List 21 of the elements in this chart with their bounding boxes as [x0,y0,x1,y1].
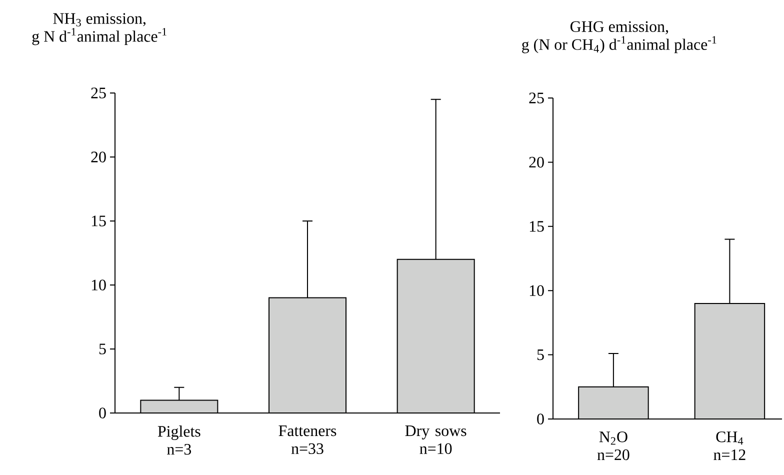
y-tick-label: 25 [91,88,106,98]
y-tick-label: 10 [92,280,106,290]
chart-title: GHG emission, [570,21,668,34]
y-tick-label: 0 [99,408,106,418]
y-tick-label: 5 [99,344,106,354]
x-tick-label: CH$_{4}$ n=12 [714,432,746,460]
y-tick-label: 25 [529,92,544,104]
x-tick-label: Piglets n=3 [158,426,200,455]
x-tick-label: Dry sows n=10 [405,426,466,454]
y-tick-label: 20 [91,152,106,162]
y-tick-label: 15 [92,216,106,226]
y-tick-label: 20 [529,156,544,168]
y-tick-label: 10 [530,285,544,296]
y-tick-label: 15 [530,221,544,232]
x-tick-label: N$_{2}$O n=20 [597,432,630,460]
x-tick-label: Fatteners n=33 [278,426,336,454]
chart-subtitle: g N d$^{-1}$animal place$^{-1}$ [32,28,166,46]
chart-title: NH$_{3}$ emission, [53,13,146,26]
chart-subtitle: g (N or CH$_{4}$) d$^{-1}$animal place$^{-1}$ [522,36,716,54]
y-tick-label: 0 [537,414,544,424]
y-tick-label: 5 [537,350,544,360]
